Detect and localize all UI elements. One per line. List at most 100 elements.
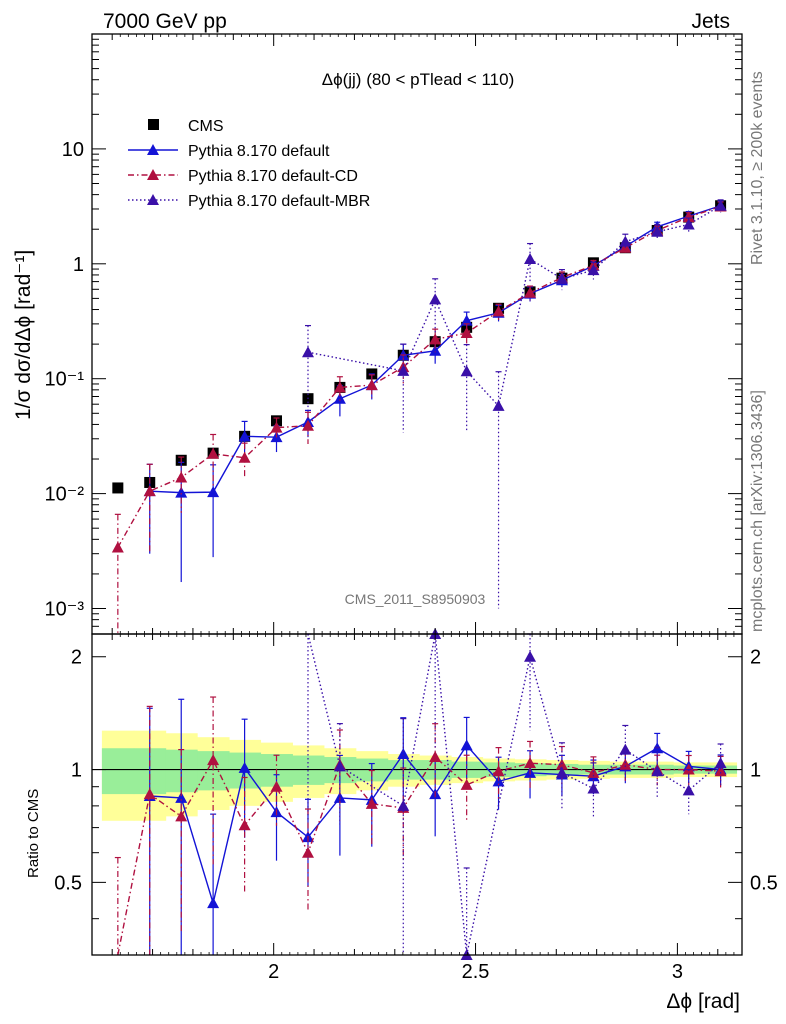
pythia-8-170-default-cd-point: [111, 541, 124, 553]
y-tick-label: 10⁻¹: [45, 369, 85, 391]
side-top-label: Rivet 3.1.10, ≥ 200k events: [749, 71, 766, 265]
pythia-8-170-default-point: [175, 486, 188, 498]
pythia-8-170-default-cd-ratio-point: [207, 754, 220, 766]
pythia-8-170-default-point: [207, 486, 220, 498]
pythia-8-170-default-cd-point: [301, 419, 314, 431]
pythia-8-170-default-mbr-ratio-point: [587, 782, 600, 794]
pythia-8-170-default-cd-ratio-point: [301, 846, 314, 858]
ratio-y-axis-label: Ratio to CMS: [25, 789, 42, 878]
y-tick-label: 10⁻²: [45, 484, 85, 506]
ratio-panel: 2 2.5 3 0.5 0.5 1 1 2 2: [54, 34, 778, 983]
pythia-8-170-default-cd-point: [333, 381, 346, 393]
pythia-8-170-default-cd-point: [682, 211, 695, 223]
y-axis-label: 1/σ dσ/dΔϕ [rad⁻¹]: [12, 250, 35, 420]
pythia-8-170-default-mbr-point: [429, 293, 442, 305]
pythia-8-170-default-mbr-ratio-point: [555, 766, 568, 778]
pythia-8-170-default-mbr-ratio-point: [397, 799, 410, 811]
pythia-8-170-default-mbr-point: [682, 218, 695, 230]
legend: CMS Pythia 8.170 default Pythia 8.170 defa…: [128, 118, 370, 210]
stat-band: [101, 748, 135, 795]
ratio-y-tick-label-right: 2: [750, 647, 761, 669]
ratio-y-tick-label: 2: [71, 647, 82, 669]
y-tick-label: 10⁻³: [45, 599, 85, 621]
ratio-y-tick-label-right: 0.5: [750, 872, 778, 894]
pythia-8-170-default-ratio-point: [460, 739, 473, 751]
pythia-8-170-default-cd-ratio-point: [714, 765, 727, 777]
pythia-8-170-default-cd-ratio-point: [270, 780, 283, 792]
pythia-8-170-default-mbr-point: [587, 264, 600, 276]
pythia-8-170-default-mbr-ratio-point: [333, 760, 346, 772]
ratio-frame: [91, 633, 743, 956]
pythia-8-170-default-point: [429, 344, 442, 356]
y-tick-label: 10: [62, 139, 84, 161]
pythia-8-170-default-cd-ratio-point: [175, 810, 188, 822]
pythia-8-170-default-mbr-ratio-point: [619, 743, 632, 755]
pythia-8-170-default-mbr-point: [524, 253, 537, 265]
pythia-8-170-default-cd-ratio-point: [143, 788, 156, 800]
pythia-8-170-default-cd-point: [492, 305, 505, 317]
pythia-8-170-default-mbr-point: [714, 199, 727, 211]
pythia-8-170-default-cd-point: [238, 451, 251, 463]
pythia-8-170-default-mbr-ratio-line: [307, 633, 722, 956]
legend-marker-cms: [148, 119, 159, 130]
pythia-8-170-default-point: [333, 392, 346, 404]
pythia-8-170-default-mbr-point: [301, 346, 314, 358]
watermark: CMS_2011_S8950903: [345, 591, 486, 607]
cms-point: [112, 482, 124, 494]
pythia-8-170-default-cd-point: [365, 379, 378, 391]
pythia-8-170-default-cd-ratio-point: [365, 797, 378, 809]
pythia-8-170-default-mbr-ratio-point: [714, 757, 727, 769]
pythia-8-170-default-cd-point: [207, 447, 220, 459]
header-left: 7000 GeV pp: [103, 10, 227, 33]
pythia-8-170-default-cd-point: [143, 485, 156, 497]
ratio-y-tick-label-right: 1: [750, 760, 761, 782]
pythia-8-170-default-ratio-point: [238, 761, 251, 773]
pythia-8-170-default-cd-ratio-line: [117, 755, 721, 956]
pythia-8-170-default-point: [460, 314, 473, 326]
pythia-8-170-default-ratio-point: [333, 791, 346, 803]
pythia-8-170-default-cd-ratio-point: [492, 765, 505, 777]
legend-marker-pythia-8-170-default-mbr: [147, 194, 159, 205]
x-axis-label: Δϕ [rad]: [666, 990, 740, 1013]
ratio-y-tick-label: 0.5: [54, 872, 82, 894]
pythia-8-170-default-cd-point: [460, 326, 473, 338]
pythia-8-170-default-cd-point: [524, 286, 537, 298]
y-tick-label: 1: [73, 254, 84, 276]
pythia-8-170-default-cd-ratio-point: [460, 778, 473, 790]
pythia-8-170-default-cd-ratio-point: [429, 751, 442, 763]
pythia-8-170-default-ratio-point: [207, 897, 220, 909]
pythia-8-170-default-cd-ratio-point: [619, 758, 632, 770]
pythia-8-170-default-mbr-point: [460, 365, 473, 377]
chart-title: Δϕ(jj) (80 < pTlead < 110): [322, 70, 515, 89]
legend-label-pythia-8-170-default: Pythia 8.170 default: [188, 143, 330, 160]
x-tick-label: 2.5: [462, 961, 490, 983]
pythia-8-170-default-cd-ratio-point: [524, 757, 537, 769]
pythia-8-170-default-cd-point: [270, 421, 283, 433]
x-tick-label: 3: [672, 961, 683, 983]
pythia-8-170-default-mbr-point: [492, 399, 505, 411]
x-tick-label: 2: [268, 961, 279, 983]
ratio-y-tick-label: 1: [71, 760, 82, 782]
legend-label-pythia-8-170-default-mbr: Pythia 8.170 default-MBR: [188, 193, 370, 210]
pythia-8-170-default-cd-line: [117, 205, 721, 548]
pythia-8-170-default-cd-point: [175, 471, 188, 483]
legend-marker-pythia-8-170-default: [147, 144, 159, 155]
pythia-8-170-default-cd-ratio-point: [238, 819, 251, 831]
pythia-8-170-default-mbr-point: [555, 272, 568, 284]
side-bottom-label: mcplots.cern.ch [arXiv:1306.3436]: [749, 390, 766, 632]
header-right: Jets: [691, 10, 730, 33]
pythia-8-170-default-ratio-point: [397, 748, 410, 760]
pythia-8-170-default-mbr-ratio-point: [524, 650, 537, 662]
pythia-8-170-default-mbr-point: [397, 364, 410, 376]
pythia-8-170-default-mbr-point: [619, 235, 632, 247]
pythia-8-170-default-mbr-ratio-point: [682, 784, 695, 796]
pythia-8-170-default-cd-point: [429, 333, 442, 345]
legend-marker-pythia-8-170-default-cd: [147, 169, 159, 180]
legend-label-cms: CMS: [188, 118, 224, 135]
pythia-8-170-default-mbr-point: [651, 225, 664, 237]
pythia-8-170-default-mbr-ratio-point: [651, 765, 664, 777]
legend-label-pythia-8-170-default-cd: Pythia 8.170 default-CD: [188, 168, 358, 185]
pythia-8-170-default-point: [238, 430, 251, 442]
pythia-8-170-default-ratio-point: [175, 791, 188, 803]
